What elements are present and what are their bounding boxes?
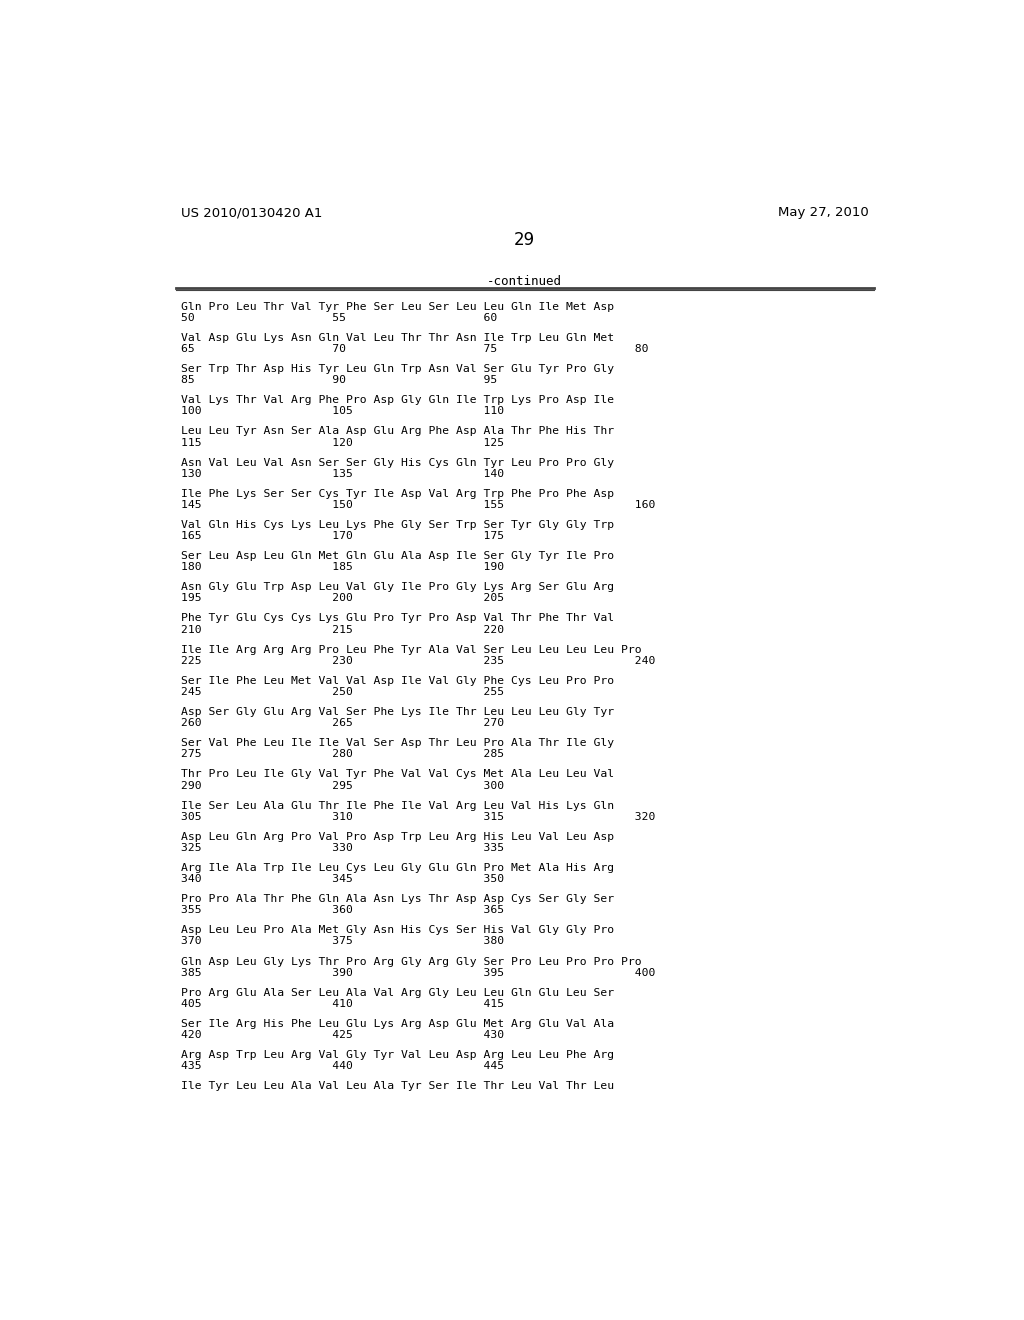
Text: Gln Asp Leu Gly Lys Thr Pro Arg Gly Arg Gly Ser Pro Leu Pro Pro Pro: Gln Asp Leu Gly Lys Thr Pro Arg Gly Arg … — [180, 957, 641, 966]
Text: Phe Tyr Glu Cys Cys Lys Glu Pro Tyr Pro Asp Val Thr Phe Thr Val: Phe Tyr Glu Cys Cys Lys Glu Pro Tyr Pro … — [180, 614, 613, 623]
Text: 340                   345                   350: 340 345 350 — [180, 874, 504, 884]
Text: 260                   265                   270: 260 265 270 — [180, 718, 504, 729]
Text: 435                   440                   445: 435 440 445 — [180, 1061, 504, 1072]
Text: 210                   215                   220: 210 215 220 — [180, 624, 504, 635]
Text: 245                   250                   255: 245 250 255 — [180, 686, 504, 697]
Text: Pro Arg Glu Ala Ser Leu Ala Val Arg Gly Leu Leu Gln Glu Leu Ser: Pro Arg Glu Ala Ser Leu Ala Val Arg Gly … — [180, 987, 613, 998]
Text: Arg Ile Ala Trp Ile Leu Cys Leu Gly Glu Gln Pro Met Ala His Arg: Arg Ile Ala Trp Ile Leu Cys Leu Gly Glu … — [180, 863, 613, 873]
Text: 130                   135                   140: 130 135 140 — [180, 469, 504, 479]
Text: 180                   185                   190: 180 185 190 — [180, 562, 504, 573]
Text: Val Gln His Cys Lys Leu Lys Phe Gly Ser Trp Ser Tyr Gly Gly Trp: Val Gln His Cys Lys Leu Lys Phe Gly Ser … — [180, 520, 613, 529]
Text: 85                    90                    95: 85 90 95 — [180, 375, 497, 385]
Text: Ser Trp Thr Asp His Tyr Leu Gln Trp Asn Val Ser Glu Tyr Pro Gly: Ser Trp Thr Asp His Tyr Leu Gln Trp Asn … — [180, 364, 613, 374]
Text: US 2010/0130420 A1: US 2010/0130420 A1 — [180, 206, 323, 219]
Text: 29: 29 — [514, 231, 536, 248]
Text: 305                   310                   315                   320: 305 310 315 320 — [180, 812, 655, 822]
Text: 165                   170                   175: 165 170 175 — [180, 531, 504, 541]
Text: Ser Val Phe Leu Ile Ile Val Ser Asp Thr Leu Pro Ala Thr Ile Gly: Ser Val Phe Leu Ile Ile Val Ser Asp Thr … — [180, 738, 613, 748]
Text: 145                   150                   155                   160: 145 150 155 160 — [180, 500, 655, 510]
Text: 420                   425                   430: 420 425 430 — [180, 1030, 504, 1040]
Text: 275                   280                   285: 275 280 285 — [180, 750, 504, 759]
Text: 370                   375                   380: 370 375 380 — [180, 936, 504, 946]
Text: Ser Ile Arg His Phe Leu Glu Lys Arg Asp Glu Met Arg Glu Val Ala: Ser Ile Arg His Phe Leu Glu Lys Arg Asp … — [180, 1019, 613, 1028]
Text: Gln Pro Leu Thr Val Tyr Phe Ser Leu Ser Leu Leu Gln Ile Met Asp: Gln Pro Leu Thr Val Tyr Phe Ser Leu Ser … — [180, 302, 613, 312]
Text: Asn Val Leu Val Asn Ser Ser Gly His Cys Gln Tyr Leu Pro Pro Gly: Asn Val Leu Val Asn Ser Ser Gly His Cys … — [180, 458, 613, 467]
Text: May 27, 2010: May 27, 2010 — [778, 206, 869, 219]
Text: 225                   230                   235                   240: 225 230 235 240 — [180, 656, 655, 665]
Text: Ile Tyr Leu Leu Ala Val Leu Ala Tyr Ser Ile Thr Leu Val Thr Leu: Ile Tyr Leu Leu Ala Val Leu Ala Tyr Ser … — [180, 1081, 613, 1092]
Text: Ile Ile Arg Arg Arg Pro Leu Phe Tyr Ala Val Ser Leu Leu Leu Leu Pro: Ile Ile Arg Arg Arg Pro Leu Phe Tyr Ala … — [180, 644, 641, 655]
Text: Asp Ser Gly Glu Arg Val Ser Phe Lys Ile Thr Leu Leu Leu Gly Tyr: Asp Ser Gly Glu Arg Val Ser Phe Lys Ile … — [180, 708, 613, 717]
Text: 290                   295                   300: 290 295 300 — [180, 780, 504, 791]
Text: Arg Asp Trp Leu Arg Val Gly Tyr Val Leu Asp Arg Leu Leu Phe Arg: Arg Asp Trp Leu Arg Val Gly Tyr Val Leu … — [180, 1051, 613, 1060]
Text: Pro Pro Ala Thr Phe Gln Ala Asn Lys Thr Asp Asp Cys Ser Gly Ser: Pro Pro Ala Thr Phe Gln Ala Asn Lys Thr … — [180, 894, 613, 904]
Text: 50                    55                    60: 50 55 60 — [180, 313, 497, 323]
Text: Ile Ser Leu Ala Glu Thr Ile Phe Ile Val Arg Leu Val His Lys Gln: Ile Ser Leu Ala Glu Thr Ile Phe Ile Val … — [180, 800, 613, 810]
Text: Thr Pro Leu Ile Gly Val Tyr Phe Val Val Cys Met Ala Leu Leu Val: Thr Pro Leu Ile Gly Val Tyr Phe Val Val … — [180, 770, 613, 779]
Text: Ile Phe Lys Ser Ser Cys Tyr Ile Asp Val Arg Trp Phe Pro Phe Asp: Ile Phe Lys Ser Ser Cys Tyr Ile Asp Val … — [180, 488, 613, 499]
Text: 355                   360                   365: 355 360 365 — [180, 906, 504, 915]
Text: 100                   105                   110: 100 105 110 — [180, 407, 504, 416]
Text: 65                    70                    75                    80: 65 70 75 80 — [180, 345, 648, 354]
Text: Leu Leu Tyr Asn Ser Ala Asp Glu Arg Phe Asp Ala Thr Phe His Thr: Leu Leu Tyr Asn Ser Ala Asp Glu Arg Phe … — [180, 426, 613, 437]
Text: Asn Gly Glu Trp Asp Leu Val Gly Ile Pro Gly Lys Arg Ser Glu Arg: Asn Gly Glu Trp Asp Leu Val Gly Ile Pro … — [180, 582, 613, 593]
Text: 385                   390                   395                   400: 385 390 395 400 — [180, 968, 655, 978]
Text: 115                   120                   125: 115 120 125 — [180, 437, 504, 447]
Text: Ser Ile Phe Leu Met Val Val Asp Ile Val Gly Phe Cys Leu Pro Pro: Ser Ile Phe Leu Met Val Val Asp Ile Val … — [180, 676, 613, 686]
Text: 325                   330                   335: 325 330 335 — [180, 843, 504, 853]
Text: 195                   200                   205: 195 200 205 — [180, 594, 504, 603]
Text: 405                   410                   415: 405 410 415 — [180, 999, 504, 1008]
Text: Asp Leu Gln Arg Pro Val Pro Asp Trp Leu Arg His Leu Val Leu Asp: Asp Leu Gln Arg Pro Val Pro Asp Trp Leu … — [180, 832, 613, 842]
Text: Ser Leu Asp Leu Gln Met Gln Glu Ala Asp Ile Ser Gly Tyr Ile Pro: Ser Leu Asp Leu Gln Met Gln Glu Ala Asp … — [180, 552, 613, 561]
Text: Val Asp Glu Lys Asn Gln Val Leu Thr Thr Asn Ile Trp Leu Gln Met: Val Asp Glu Lys Asn Gln Val Leu Thr Thr … — [180, 333, 613, 343]
Text: -continued: -continued — [487, 276, 562, 289]
Text: Val Lys Thr Val Arg Phe Pro Asp Gly Gln Ile Trp Lys Pro Asp Ile: Val Lys Thr Val Arg Phe Pro Asp Gly Gln … — [180, 395, 613, 405]
Text: Asp Leu Leu Pro Ala Met Gly Asn His Cys Ser His Val Gly Gly Pro: Asp Leu Leu Pro Ala Met Gly Asn His Cys … — [180, 925, 613, 936]
